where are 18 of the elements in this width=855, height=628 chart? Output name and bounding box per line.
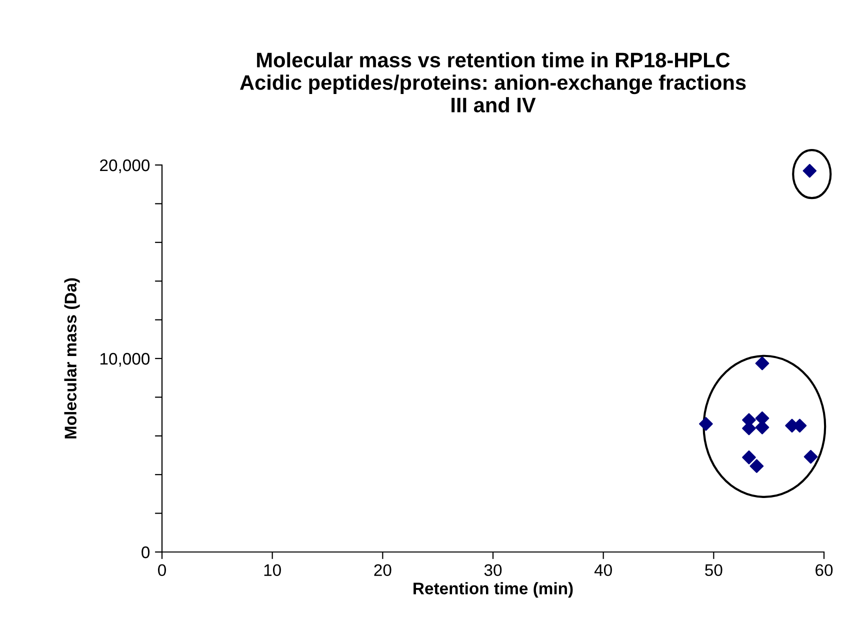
- point: [755, 356, 770, 370]
- y-tick-label: 10,000: [100, 352, 150, 367]
- y-tick-label: 0: [142, 546, 150, 558]
- point: [804, 450, 818, 464]
- x-tick-label: 50: [705, 564, 722, 576]
- point: [699, 416, 713, 431]
- chart-title: Molecular mass vs retention time in RP18-HPLC Acidic peptides/proteins: anion-exchange fractions III and IV: [240, 52, 746, 112]
- x-tick-label: 10: [264, 564, 281, 576]
- x-tick-label: 60: [816, 564, 833, 576]
- x-tick-label: 0: [158, 564, 166, 576]
- x-axis-title: Retention time (min): [414, 582, 573, 598]
- point: [750, 459, 764, 473]
- y-axis-title: Molecular mass (Da): [64, 278, 80, 438]
- x-tick-label: 40: [594, 564, 612, 576]
- y-tick-label: 20,000: [100, 159, 150, 174]
- x-tick-label: 30: [484, 564, 502, 576]
- x-tick-label: 20: [374, 564, 392, 576]
- point: [742, 450, 756, 464]
